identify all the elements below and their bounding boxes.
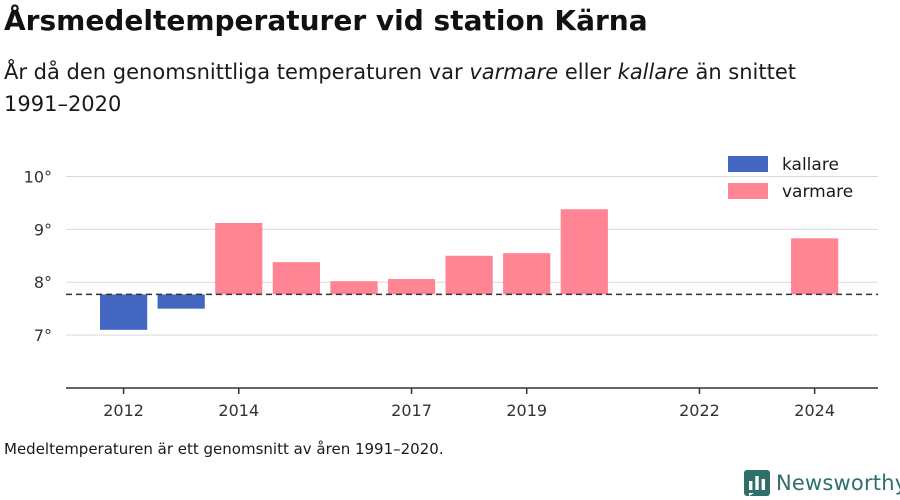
legend-label-kallare: kallare <box>782 155 839 175</box>
y-tick-label: 10° <box>24 167 52 186</box>
x-tick-label: 2012 <box>103 401 144 420</box>
x-tick-label: 2024 <box>794 401 835 420</box>
bar-chart-logo-icon <box>744 470 770 496</box>
footnote: Medeltemperaturen är ett genomsnitt av å… <box>4 440 444 458</box>
x-tick-label: 2017 <box>391 401 432 420</box>
bar-2012 <box>99 294 148 330</box>
subtitle-part1: År då den genomsnittliga temperaturen va… <box>4 60 470 84</box>
subtitle-cold-word: kallare <box>617 60 689 84</box>
x-tick-label: 2014 <box>218 401 259 420</box>
x-tick-label: 2019 <box>506 401 547 420</box>
chart-subtitle: År då den genomsnittliga temperaturen va… <box>4 56 844 120</box>
bar-2018 <box>445 255 493 295</box>
y-tick-label: 7° <box>34 326 52 345</box>
x-tick-label: 2022 <box>679 401 720 420</box>
subtitle-part3: än snittet 1991–2020 <box>4 60 797 116</box>
legend-swatch-varmare <box>728 183 768 199</box>
legend-swatch-kallare <box>728 156 768 172</box>
y-tick-label: 9° <box>34 220 52 239</box>
bar-2016 <box>330 281 378 295</box>
temperature-bar-chart: 7° 8° 9° 10° 2012 2014 2017 2019 2022 2024 kallare… <box>24 155 878 420</box>
subtitle-part2: eller <box>558 60 618 84</box>
subtitle-warm-word: varmare <box>469 60 559 84</box>
chart-title: Årsmedeltemperaturer vid station Kärna <box>4 4 648 37</box>
bar-2014 <box>215 222 263 295</box>
brand-logo[interactable]: Newsworthy <box>744 468 900 498</box>
bar-2019 <box>503 253 551 295</box>
bar-2020 <box>560 209 608 295</box>
y-tick-label: 8° <box>34 273 52 292</box>
brand-name: Newsworthy <box>776 471 900 495</box>
bar-2013 <box>157 294 205 309</box>
legend-label-varmare: varmare <box>782 182 853 202</box>
bar-2017 <box>387 279 436 295</box>
bar-2024 <box>791 238 839 295</box>
bar-2015 <box>272 262 320 295</box>
